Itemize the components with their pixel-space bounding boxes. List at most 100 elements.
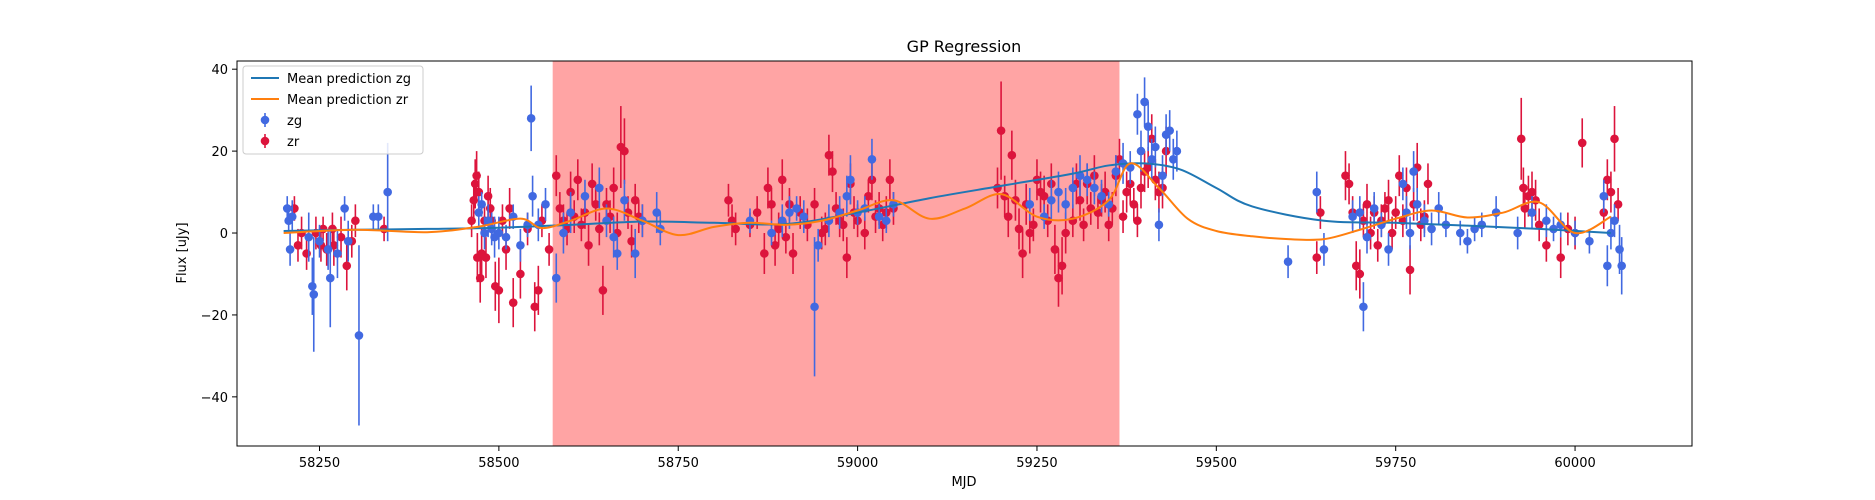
- zr-point: [828, 167, 837, 176]
- zr-point: [1312, 253, 1321, 262]
- zr-point: [778, 175, 787, 184]
- zg-point: [566, 208, 575, 217]
- zg-point: [1413, 200, 1422, 209]
- x-tick-label: 59250: [1016, 456, 1057, 471]
- zg-point: [1356, 208, 1365, 217]
- zg-point: [1528, 208, 1537, 217]
- zr-point: [328, 225, 337, 234]
- zr-point: [1079, 221, 1088, 230]
- zr-point: [599, 286, 608, 295]
- zg-point: [1144, 122, 1153, 131]
- zr-point: [1018, 249, 1027, 258]
- zg-point: [1456, 229, 1465, 238]
- zr-point: [789, 249, 798, 258]
- zg-point: [304, 233, 313, 242]
- zr-point: [760, 249, 769, 258]
- zr-point: [1391, 208, 1400, 217]
- zg-point: [326, 274, 335, 283]
- zg-point: [581, 192, 590, 201]
- zr-point: [1542, 241, 1551, 250]
- zr-point: [843, 253, 852, 262]
- legend-label: zg: [287, 114, 302, 129]
- zr-point: [1356, 270, 1365, 279]
- zg-point: [1399, 180, 1408, 189]
- zg-point: [315, 237, 324, 246]
- zg-point: [308, 282, 317, 291]
- y-axis-ticks: −40−2002040: [201, 63, 237, 406]
- zr-point: [1517, 135, 1526, 144]
- zr-point: [1119, 212, 1128, 221]
- zg-point: [340, 204, 349, 213]
- zr-point: [609, 184, 618, 193]
- zr-point: [1076, 196, 1085, 205]
- zr-point: [1406, 266, 1415, 275]
- zr-point: [1058, 261, 1067, 270]
- zr-point: [1519, 184, 1528, 193]
- zr-point: [472, 171, 481, 180]
- zr-point: [1373, 241, 1382, 250]
- zg-point: [1133, 110, 1142, 119]
- zr-point: [1424, 180, 1433, 189]
- zr-point: [620, 147, 629, 156]
- x-tick-label: 59000: [837, 456, 878, 471]
- zg-point: [309, 290, 318, 299]
- zg-point: [477, 200, 486, 209]
- zg-point: [1137, 147, 1146, 156]
- zr-point: [1133, 216, 1142, 225]
- zr-point: [486, 204, 495, 213]
- legend-label: Mean prediction zg: [287, 72, 411, 87]
- zg-point: [527, 114, 536, 123]
- zg-point: [324, 245, 333, 254]
- zr-point: [767, 200, 776, 209]
- zg-point: [1061, 200, 1070, 209]
- x-tick-label: 59500: [1196, 456, 1237, 471]
- zg-point: [631, 249, 640, 258]
- zg-point: [1097, 192, 1106, 201]
- zg-point: [288, 212, 297, 221]
- zg-point: [1090, 184, 1099, 193]
- zr-point: [1029, 221, 1038, 230]
- x-axis-label: MJD: [951, 475, 976, 490]
- zr-point: [484, 192, 493, 201]
- zg-point: [1069, 184, 1078, 193]
- zg-point: [283, 204, 292, 213]
- zg-point: [1025, 200, 1034, 209]
- x-tick-label: 58500: [478, 456, 519, 471]
- zg-point: [810, 302, 819, 311]
- zg-point: [1155, 221, 1164, 230]
- zr-point: [495, 286, 504, 295]
- zg-point: [502, 233, 511, 242]
- zg-point: [495, 229, 504, 238]
- legend-point-swatch: [261, 116, 270, 125]
- zg-point: [1477, 221, 1486, 230]
- zg-point: [541, 200, 550, 209]
- zr-point: [476, 274, 485, 283]
- zr-point: [1040, 192, 1049, 201]
- zg-point: [1617, 261, 1626, 270]
- zg-point: [1312, 188, 1321, 197]
- zr-point: [588, 180, 597, 189]
- zg-point: [846, 175, 855, 184]
- zr-point: [1607, 188, 1616, 197]
- zr-point: [1004, 212, 1013, 221]
- chart-title: GP Regression: [907, 37, 1022, 56]
- y-axis-label: Flux [uJy]: [175, 222, 190, 283]
- zg-point: [1463, 237, 1472, 246]
- zr-point: [1578, 139, 1587, 148]
- legend-point-swatch: [261, 137, 270, 146]
- zr-point: [997, 126, 1006, 135]
- zg-point: [516, 241, 525, 250]
- y-tick-label: −20: [201, 309, 228, 324]
- zg-point: [620, 196, 629, 205]
- zr-point: [724, 196, 733, 205]
- zg-point: [799, 212, 808, 221]
- zg-point: [792, 204, 801, 213]
- x-axis-ticks: 58250 58500 58750 59000 59250 59500 59750 60000: [299, 446, 1596, 471]
- zg-point: [1406, 229, 1415, 238]
- zg-point: [1409, 167, 1418, 176]
- zg-point: [1615, 245, 1624, 254]
- zr-point: [595, 225, 604, 234]
- y-tick-label: 20: [211, 145, 228, 160]
- zr-point: [1363, 200, 1372, 209]
